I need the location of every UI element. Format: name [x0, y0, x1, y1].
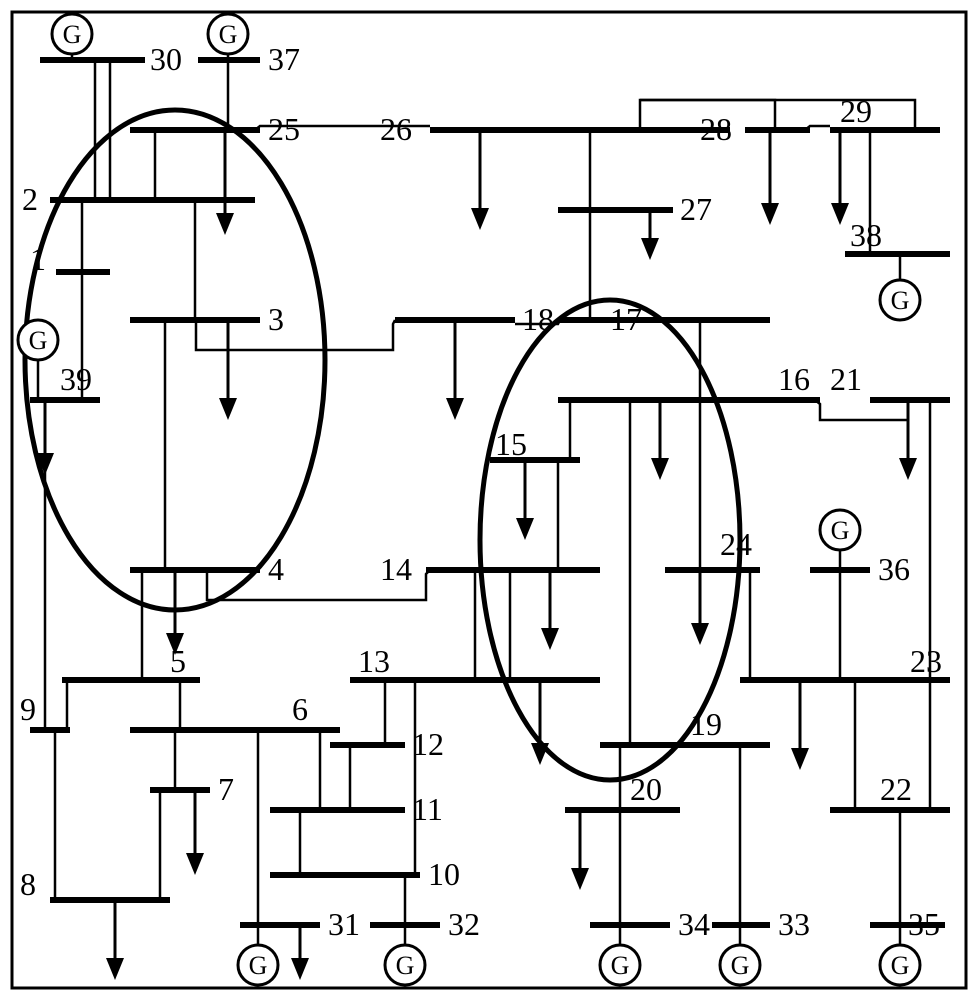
bus-label-36: 36: [878, 551, 910, 587]
bus-label-38: 38: [850, 217, 882, 253]
generator-label-34: G: [611, 951, 630, 980]
bus-label-13: 13: [358, 643, 390, 679]
bus-label-2: 2: [22, 181, 38, 217]
bus-label-32: 32: [448, 906, 480, 942]
bus-label-39: 39: [60, 361, 92, 397]
bus-label-23: 23: [910, 643, 942, 679]
bus-label-12: 12: [412, 726, 444, 762]
bus-label-1: 1: [30, 241, 46, 277]
bus-label-11: 11: [412, 791, 443, 827]
bus-label-3: 3: [268, 301, 284, 337]
bus-label-21: 21: [830, 361, 862, 397]
generator-label-39: G: [29, 326, 48, 355]
bus-label-27: 27: [680, 191, 712, 227]
bus-label-30: 30: [150, 41, 182, 77]
generator-label-35: G: [891, 951, 910, 980]
bus-label-14: 14: [380, 551, 412, 587]
bus-label-18: 18: [522, 301, 554, 337]
generator-label-30: G: [63, 20, 82, 49]
bus-label-6: 6: [292, 691, 308, 727]
bus-label-24: 24: [720, 526, 752, 562]
bus-label-29: 29: [840, 93, 872, 129]
bus-label-22: 22: [880, 771, 912, 807]
background: [0, 0, 978, 1000]
bus-label-35: 35: [908, 906, 940, 942]
ieee39-diagram: 1234567891011121314151617181920212223242…: [0, 0, 978, 1000]
generator-label-33: G: [731, 951, 750, 980]
bus-label-8: 8: [20, 866, 36, 902]
bus-label-26: 26: [380, 111, 412, 147]
bus-label-4: 4: [268, 551, 284, 587]
bus-label-10: 10: [428, 856, 460, 892]
bus-label-15: 15: [495, 426, 527, 462]
bus-label-31: 31: [328, 906, 360, 942]
generator-label-36: G: [831, 516, 850, 545]
bus-label-28: 28: [700, 111, 732, 147]
bus-label-5: 5: [170, 643, 186, 679]
bus-label-34: 34: [678, 906, 710, 942]
bus-label-33: 33: [778, 906, 810, 942]
bus-label-20: 20: [630, 771, 662, 807]
bus-label-37: 37: [268, 41, 300, 77]
bus-label-17: 17: [610, 301, 642, 337]
generator-label-37: G: [219, 20, 238, 49]
bus-label-7: 7: [218, 771, 234, 807]
bus-label-19: 19: [690, 706, 722, 742]
generator-label-32: G: [396, 951, 415, 980]
generator-label-31: G: [249, 951, 268, 980]
generator-label-38: G: [891, 286, 910, 315]
bus-label-16: 16: [778, 361, 810, 397]
bus-label-9: 9: [20, 691, 36, 727]
bus-label-25: 25: [268, 111, 300, 147]
diagram-canvas: 1234567891011121314151617181920212223242…: [0, 0, 978, 1000]
